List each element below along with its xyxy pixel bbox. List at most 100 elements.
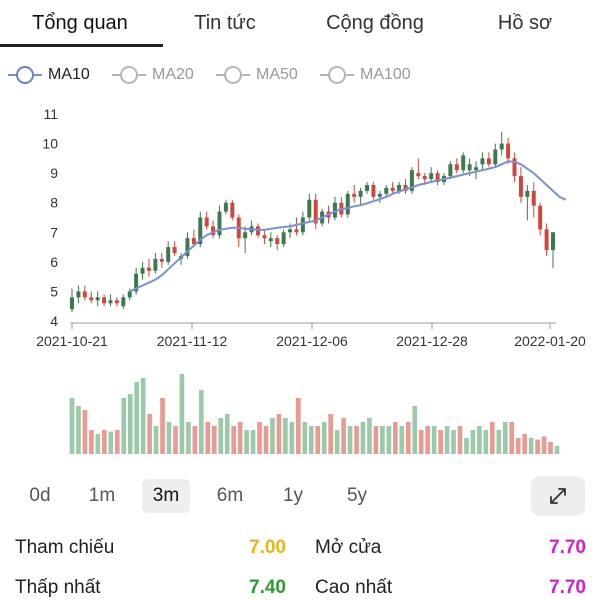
range-5y[interactable]: 5y — [337, 479, 377, 513]
candle — [89, 291, 94, 304]
candle — [506, 137, 511, 165]
candle-body — [191, 238, 196, 245]
candle — [211, 220, 216, 239]
candle-body — [172, 247, 177, 253]
volume-bar — [509, 422, 515, 454]
volume-bar — [134, 382, 139, 454]
volume-bar — [431, 426, 437, 454]
range-3m[interactable]: 3m — [142, 479, 190, 513]
volume-bar — [270, 418, 275, 454]
volume-bar — [95, 434, 101, 454]
tab-community[interactable]: Cộng đồng — [305, 0, 445, 46]
volume-bar — [483, 430, 489, 454]
volume-bar — [399, 426, 405, 454]
open-price-value: 7.70 — [549, 537, 586, 558]
candle — [102, 294, 107, 307]
volume-bar — [296, 398, 301, 454]
tab-profile-label: Hồ sơ — [497, 11, 553, 34]
tab-profile[interactable]: Hồ sơ — [470, 0, 580, 46]
candle — [268, 232, 273, 248]
volume-bar — [263, 426, 269, 454]
tab-overview[interactable]: Tổng quan — [0, 0, 160, 46]
candle — [429, 167, 434, 183]
candle-body — [486, 158, 491, 165]
candle — [332, 196, 337, 221]
candle — [461, 152, 466, 174]
volume-bar — [82, 410, 88, 454]
volume-bar — [199, 390, 204, 454]
candle — [236, 214, 241, 248]
volume-bar — [114, 430, 120, 454]
candle-body — [140, 267, 145, 274]
candle — [191, 229, 196, 248]
candle — [230, 199, 235, 221]
volume-bars — [69, 374, 560, 454]
volume-bar — [347, 426, 353, 454]
candle — [95, 291, 100, 307]
range-1y[interactable]: 1y — [273, 479, 313, 513]
volume-bar — [89, 430, 94, 454]
candle-body — [217, 211, 222, 236]
legend-ma10[interactable]: MA10 — [8, 58, 90, 92]
candle — [416, 158, 421, 180]
candle-body — [211, 226, 216, 236]
candle-body — [288, 229, 293, 233]
range-0d[interactable]: 0d — [20, 479, 60, 513]
ma-legend: MA10 MA20 MA50 MA100 — [0, 58, 600, 92]
legend-ma20[interactable]: MA20 — [112, 58, 194, 92]
candle-body — [448, 164, 453, 177]
x-tick-label: 2022-01-20 — [514, 333, 586, 349]
volume-bar — [425, 426, 430, 454]
candle — [159, 252, 164, 268]
legend-ma50[interactable]: MA50 — [216, 58, 298, 92]
price-chart[interactable]: 4 5 6 7 8 9 10 11 2021-10-21 2021-11-12 2021-12-0… — [0, 96, 600, 466]
candle-body — [531, 190, 536, 206]
volume-bar — [444, 426, 450, 454]
volume-bar — [321, 422, 327, 454]
candle — [146, 258, 151, 277]
candle — [281, 229, 286, 248]
candle — [294, 217, 299, 236]
candle-body — [108, 300, 113, 304]
candle-body — [454, 164, 459, 171]
volume-bar — [502, 422, 508, 454]
candle — [198, 211, 203, 248]
range-1m[interactable]: 1m — [82, 479, 122, 513]
tab-news[interactable]: Tin tức — [170, 0, 280, 46]
legend-ma100-label: MA100 — [360, 66, 411, 83]
volume-bar — [153, 426, 159, 454]
active-tab-indicator — [0, 44, 163, 47]
fullscreen-button[interactable] — [531, 476, 585, 516]
candlestick-series — [70, 131, 555, 313]
volume-bar — [102, 430, 107, 454]
volume-bar — [283, 418, 288, 454]
candle — [172, 241, 177, 256]
candle — [454, 158, 459, 174]
candle — [435, 170, 440, 185]
candle — [307, 193, 312, 221]
volume-bar — [328, 414, 333, 454]
y-tick-label: 10 — [42, 136, 58, 152]
candle-body — [185, 238, 190, 256]
candle-body — [332, 202, 337, 218]
legend-ma100[interactable]: MA100 — [320, 58, 411, 92]
candle — [377, 190, 382, 203]
volume-bar — [237, 422, 243, 454]
candle — [493, 143, 498, 168]
range-5y-label: 5y — [346, 485, 368, 506]
candle-body — [127, 291, 132, 298]
volume-bar — [554, 446, 560, 454]
candle-body — [262, 235, 267, 239]
volume-bar — [147, 414, 152, 454]
candle — [544, 223, 549, 256]
range-6m[interactable]: 6m — [209, 479, 251, 513]
candle — [313, 193, 318, 230]
y-tick-label: 5 — [50, 283, 58, 299]
tab-news-label: Tin tức — [194, 11, 256, 34]
candle — [352, 184, 357, 203]
candle-body — [403, 184, 408, 191]
y-tick-label: 9 — [50, 165, 58, 181]
volume-bar — [121, 398, 127, 454]
candle — [153, 252, 158, 274]
candle — [185, 232, 190, 259]
